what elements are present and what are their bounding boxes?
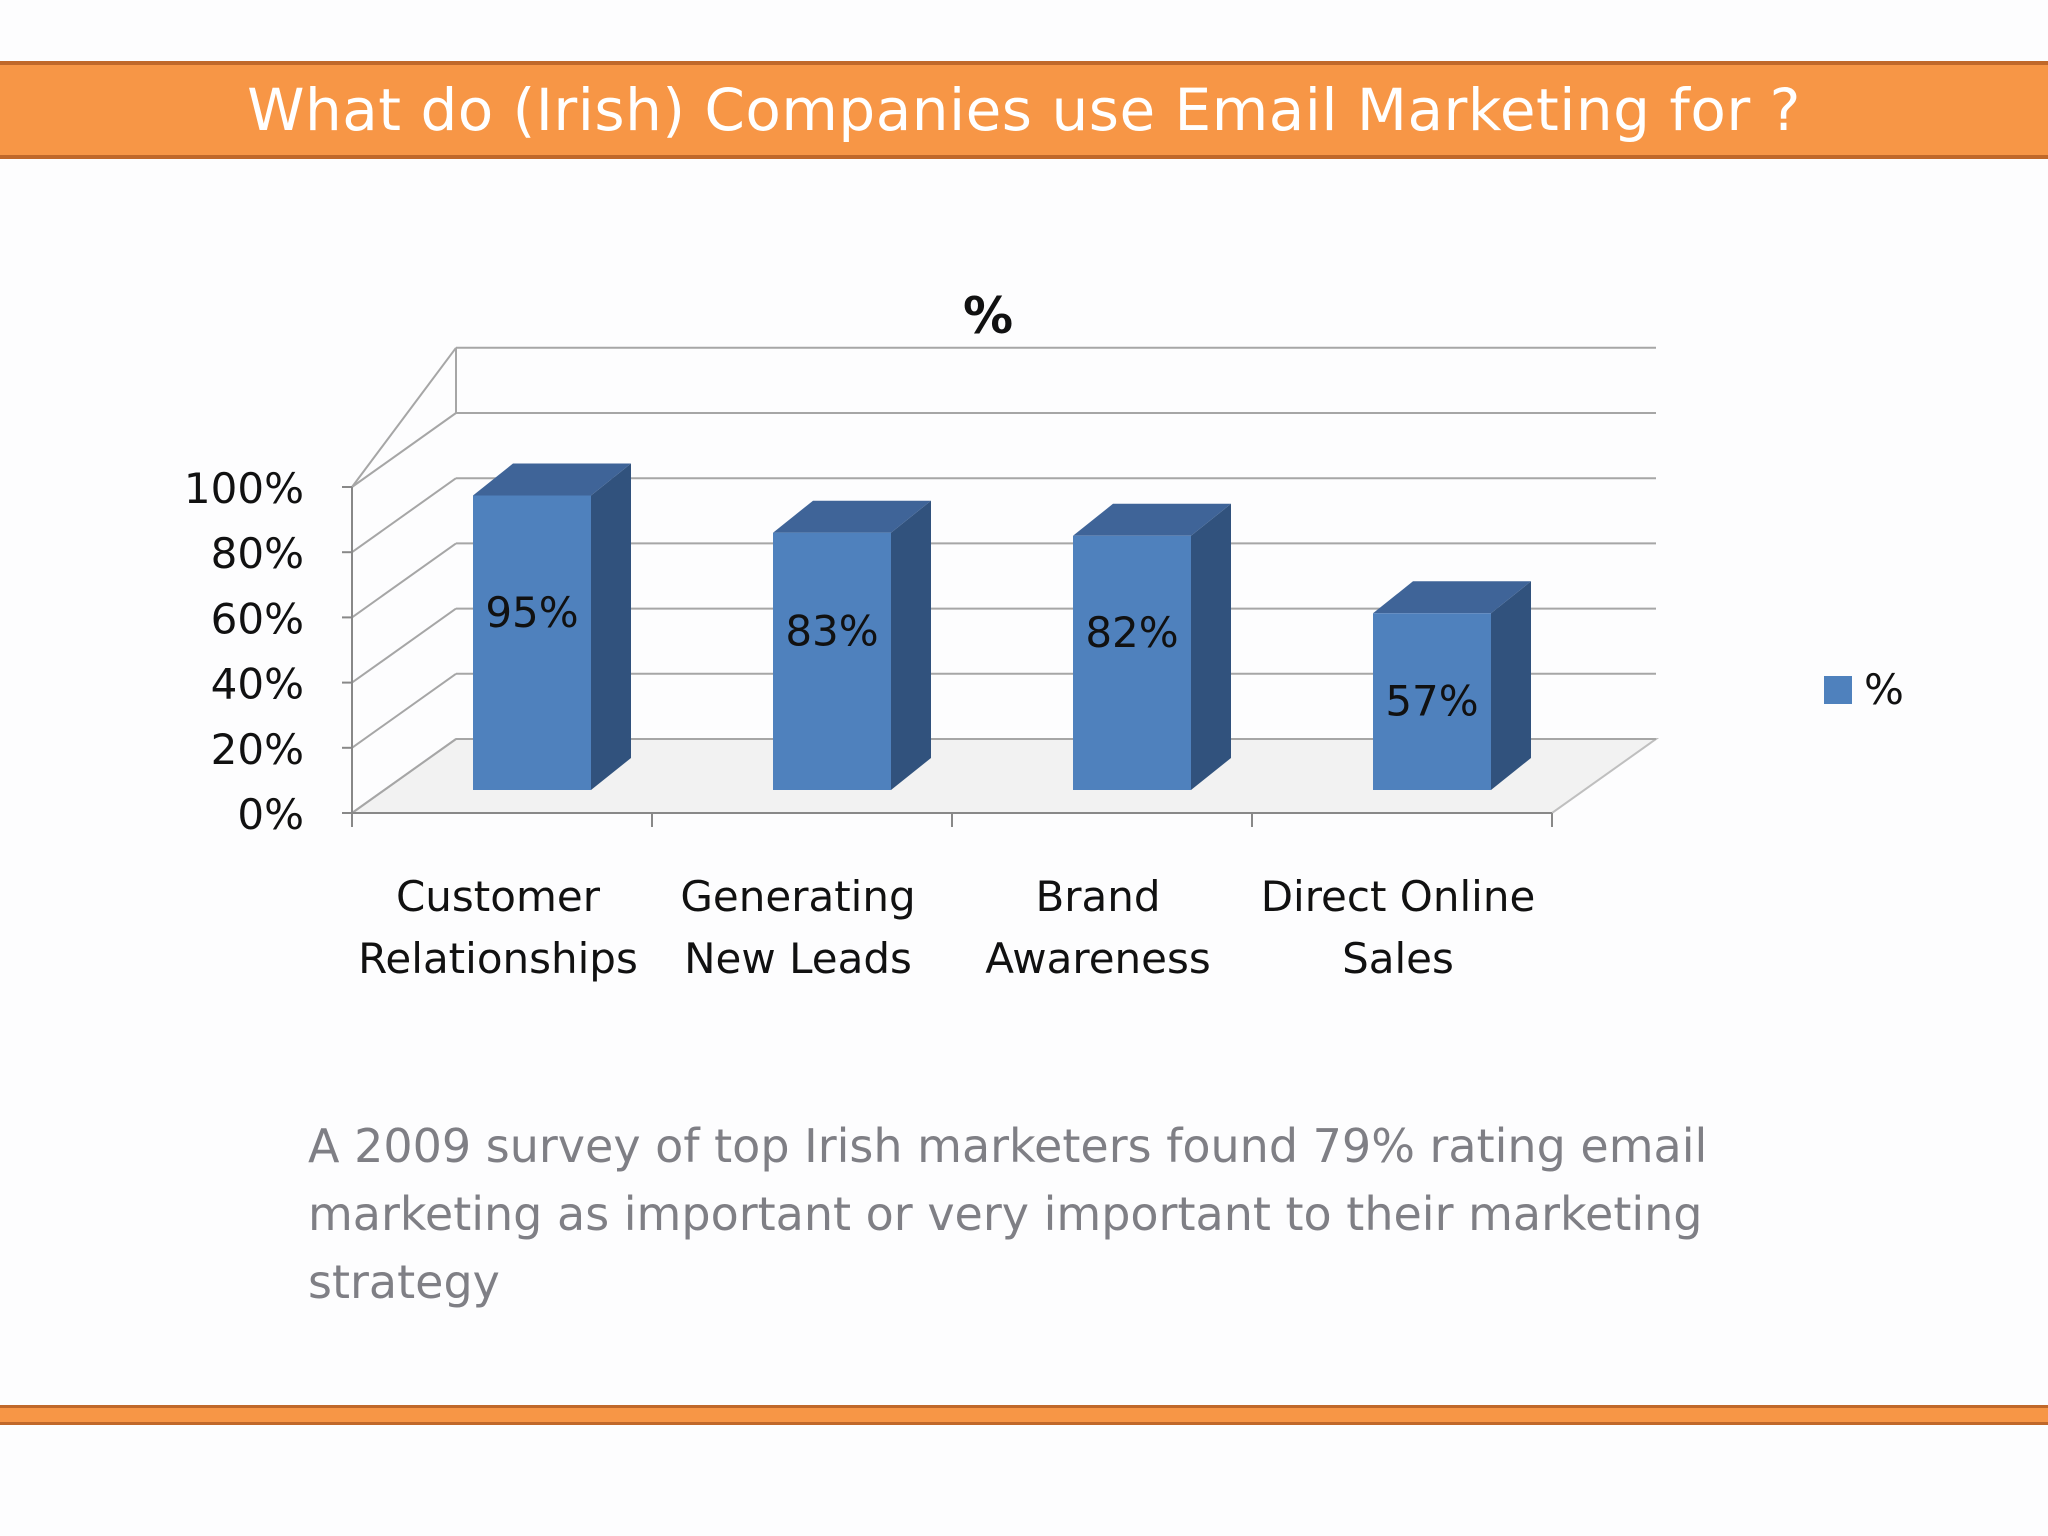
bar-chart: % 0% 20% 40% 60% 80% 100% Customer Relationshi… — [184, 287, 1904, 983]
chart-title: % — [963, 287, 1013, 345]
data-label: 82% — [1085, 608, 1178, 657]
data-label: 57% — [1385, 677, 1478, 726]
survey-caption: A 2009 survey of top Irish marketers fou… — [308, 1119, 1708, 1309]
legend-label: % — [1864, 665, 1904, 714]
y-axis: 0% 20% 40% 60% 80% 100% — [184, 464, 353, 839]
bar-side — [591, 463, 631, 790]
x-category-label: Awareness — [985, 934, 1211, 983]
data-label: 83% — [785, 606, 878, 655]
bar-series: 95% 83% 82% 57% — [473, 463, 1531, 790]
x-category-label: New Leads — [684, 934, 912, 983]
bar-top — [1373, 581, 1531, 614]
side-gridline — [351, 412, 457, 488]
x-category-label: Brand — [1035, 872, 1160, 921]
bar — [1073, 535, 1191, 790]
y-tick-label: 60% — [211, 594, 304, 643]
chart-legend: % — [1824, 665, 1904, 714]
bar-side — [1191, 503, 1231, 790]
y-tick-label: 40% — [211, 660, 304, 709]
x-axis: Customer Relationships Generating New Leads… — [351, 812, 1553, 983]
side-gridline — [351, 738, 457, 814]
y-tick-label: 20% — [211, 725, 304, 774]
title-bar: What do (Irish) Companies use Email Mark… — [0, 61, 2048, 159]
legend-swatch — [1824, 676, 1852, 704]
bar-top — [473, 463, 631, 496]
bar-side — [1491, 581, 1531, 790]
bar-side — [891, 500, 931, 790]
x-category-label: Generating — [680, 872, 915, 921]
x-category-label: Direct Online — [1261, 872, 1536, 921]
side-wall-edge — [351, 347, 457, 488]
x-category-label: Relationships — [358, 934, 638, 983]
y-tick-label: 80% — [211, 529, 304, 578]
bar — [1373, 613, 1491, 790]
data-label: 95% — [485, 588, 578, 637]
y-tick-label: 100% — [184, 464, 304, 513]
side-gridline — [351, 607, 457, 684]
bar — [773, 532, 891, 790]
bottom-bar — [0, 1405, 2048, 1425]
bar — [473, 495, 591, 790]
x-category-label: Customer — [396, 872, 601, 921]
x-category-label: Sales — [1342, 934, 1454, 983]
side-gridline — [351, 672, 457, 749]
side-gridline — [351, 477, 457, 554]
side-gridline — [351, 542, 457, 619]
y-tick-label: 0% — [237, 790, 304, 839]
slide-title: What do (Irish) Companies use Email Mark… — [247, 76, 1801, 144]
bar-top — [1073, 503, 1231, 536]
bar-top — [773, 500, 931, 533]
